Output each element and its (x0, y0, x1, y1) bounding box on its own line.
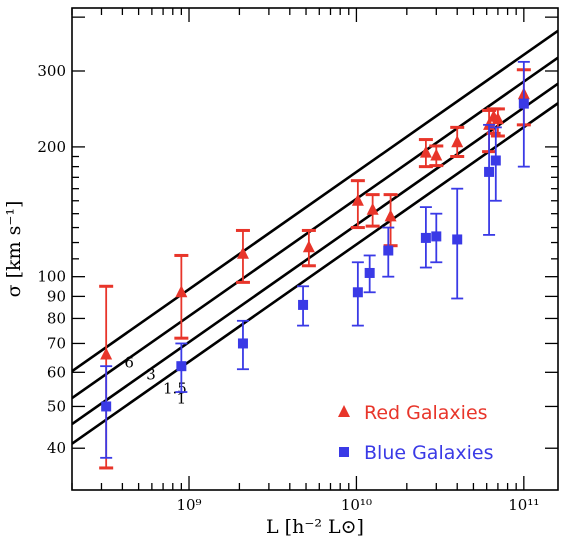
data-point-square (420, 232, 431, 243)
reference-line (72, 56, 558, 400)
data-point-triangle (302, 240, 315, 253)
data-point-triangle (100, 347, 113, 360)
data-point-square (101, 401, 112, 412)
legend-marker-triangle (338, 405, 350, 417)
data-series (99, 60, 531, 470)
data-point-triangle (384, 209, 397, 222)
data-point-triangle (236, 246, 249, 259)
data-point-triangle (430, 148, 443, 161)
data-point-triangle (491, 112, 504, 125)
x-tick-label: 10⁹ (176, 496, 201, 514)
data-point-square (484, 166, 495, 177)
data-point-triangle (351, 193, 364, 206)
data-point-triangle (451, 135, 464, 148)
data-point-square (452, 234, 463, 245)
y-axis-title: σ [km s⁻¹] (3, 201, 25, 298)
x-axis-title: L [h⁻² L⊙] (266, 516, 364, 538)
reference-line-label: 6 (124, 354, 134, 372)
data-point-square (518, 98, 529, 109)
y-tick-label: 40 (47, 439, 66, 457)
x-tick-label: 10¹⁰ (341, 496, 372, 514)
y-tick-label: 60 (47, 363, 66, 381)
reference-line-label: 3 (146, 365, 156, 383)
plot-frame (71, 7, 559, 491)
data-point-triangle (175, 285, 188, 298)
data-point-square (383, 245, 394, 256)
data-point-square (176, 361, 187, 372)
data-point-triangle (419, 145, 432, 158)
reference-line (72, 82, 558, 426)
y-tick-label: 100 (37, 268, 66, 286)
legend: Red Galaxies Blue Galaxies (338, 402, 493, 464)
data-point-square (237, 338, 248, 349)
reference-line (72, 102, 558, 445)
y-tick-label: 90 (47, 287, 66, 305)
x-tick-label: 10¹¹ (508, 496, 539, 514)
y-tick-label: 300 (37, 62, 66, 80)
reference-lines (72, 29, 558, 445)
data-point-triangle (366, 202, 379, 215)
reference-line-label: 1 (177, 390, 187, 408)
data-point-square (431, 231, 442, 242)
y-tick-label: 200 (37, 138, 66, 156)
legend-marker-square (339, 447, 349, 457)
y-tick-label: 50 (47, 397, 66, 415)
data-point-square (298, 299, 309, 310)
red-galaxies-series (99, 68, 531, 470)
reference-line (72, 29, 558, 373)
data-point-square (364, 267, 375, 278)
legend-label: Blue Galaxies (364, 442, 493, 464)
legend-label: Red Galaxies (364, 402, 488, 424)
y-tick-label: 80 (47, 309, 66, 327)
blue-galaxies-series (100, 60, 530, 459)
data-point-square (490, 155, 501, 166)
y-tick-label: 70 (47, 334, 66, 352)
data-point-square (352, 287, 363, 298)
